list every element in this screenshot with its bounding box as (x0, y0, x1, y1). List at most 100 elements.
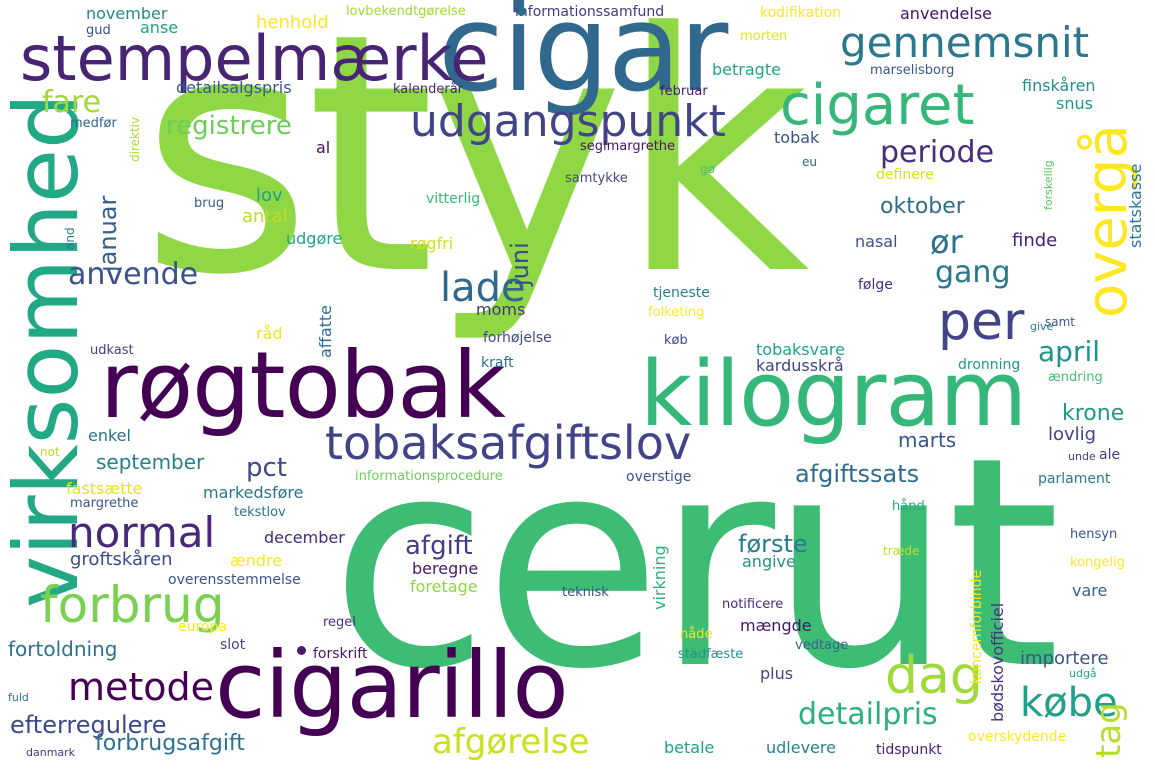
word: kilogram (640, 342, 1027, 447)
word: januar (94, 195, 122, 272)
word: tag (1089, 702, 1129, 758)
word: snus (1056, 94, 1093, 113)
word: samtykke (565, 171, 628, 186)
word: lovlig (1048, 424, 1097, 445)
word: marts (898, 428, 957, 452)
word: krone (1062, 401, 1125, 426)
word: fortoldning (8, 637, 118, 661)
word: vedtage (795, 638, 849, 653)
word: not (40, 445, 60, 459)
word: forbrug (40, 576, 225, 634)
word: koncernforbinde (969, 569, 985, 684)
word: moms (476, 300, 526, 319)
word: ør (930, 223, 963, 261)
word: lovbekendtgørelse (346, 4, 466, 19)
word: give (1030, 320, 1054, 333)
word: informationsprocedure (355, 469, 503, 484)
word: teknisk (562, 585, 609, 600)
word: gud (86, 23, 111, 38)
word: stadfæste (678, 647, 744, 662)
word: and (63, 227, 77, 250)
word: direktiv (128, 116, 142, 162)
dot-mark (297, 646, 306, 655)
word: køb (664, 333, 688, 348)
word: cigaret (780, 73, 975, 138)
word: kardusskrå (756, 356, 844, 375)
word: oktober (880, 194, 965, 219)
word: markedsføre (203, 483, 304, 502)
word: groftskåren (70, 549, 173, 570)
word: røgfri (410, 234, 454, 253)
word: december (264, 528, 345, 547)
word: kraft (481, 355, 514, 371)
word: betragte (712, 60, 781, 79)
word: enkel (88, 426, 131, 445)
word: marselisborg (870, 63, 955, 78)
word: anse (140, 18, 179, 37)
word: cigar (438, 0, 728, 119)
word: statskasse (1126, 163, 1145, 248)
word: antal (242, 206, 288, 227)
word: november (86, 4, 168, 23)
word: efterregulere (10, 711, 167, 739)
word: tobaksafgiftslov (325, 416, 692, 470)
dot-mark (517, 7, 526, 16)
word: udgangspunkt (410, 96, 726, 147)
word: cerut (330, 396, 1061, 733)
word: cigarillo (215, 632, 569, 739)
word: affatte (316, 304, 335, 358)
word: forskellig (1042, 160, 1055, 210)
word: normal (68, 508, 216, 557)
word: plus (760, 664, 794, 683)
word: danmark (26, 746, 76, 759)
word: al (316, 138, 331, 157)
word: februar (660, 84, 708, 99)
word: ale (1099, 447, 1121, 463)
word: afgørelse (432, 722, 590, 762)
word: råd (256, 324, 283, 343)
word: udkast (90, 343, 134, 358)
word: tobaksvare (756, 340, 845, 359)
word: følge (858, 277, 893, 293)
word: vare (1072, 581, 1108, 600)
word: periode (880, 135, 995, 170)
word: nasal (855, 232, 898, 251)
word: tobak (774, 128, 820, 147)
word: angive (742, 552, 796, 571)
word: dag (885, 646, 983, 706)
word: fastsætte (66, 479, 143, 498)
word: tjeneste (653, 285, 710, 301)
word: udlevere (766, 738, 836, 757)
word: slot (220, 637, 246, 653)
word: træde (883, 544, 920, 558)
word: afgiftssats (795, 460, 920, 488)
word: fare (42, 85, 102, 120)
word: første (738, 530, 808, 558)
word: seglmargrethe (580, 139, 676, 154)
word: importere (1020, 648, 1109, 669)
word: ændre (230, 551, 283, 570)
word: forskrift (313, 646, 368, 662)
word: informationssamfund (515, 4, 665, 20)
word: styk (140, 0, 810, 347)
word: ændring (1048, 370, 1103, 385)
word: forbrugsafgift (95, 731, 245, 756)
word: lov (256, 185, 283, 206)
word: virkning (650, 545, 669, 610)
word: regel (323, 615, 356, 630)
word: hensyn (1070, 527, 1118, 542)
word: foretage (410, 577, 478, 596)
word: kongelig (1070, 555, 1125, 570)
word: købe (1020, 680, 1118, 726)
word: margrethe (70, 496, 139, 511)
word: forhøjelse (483, 330, 552, 346)
word: unde (1068, 450, 1096, 463)
word: kodifikation (760, 5, 842, 21)
word: detailpris (798, 697, 938, 732)
word: afgift (405, 531, 473, 561)
word: røgtobak (100, 332, 506, 439)
word: april (1038, 335, 1101, 368)
word: samt (1045, 315, 1075, 329)
word: beregne (412, 559, 479, 578)
word: betale (664, 738, 715, 757)
